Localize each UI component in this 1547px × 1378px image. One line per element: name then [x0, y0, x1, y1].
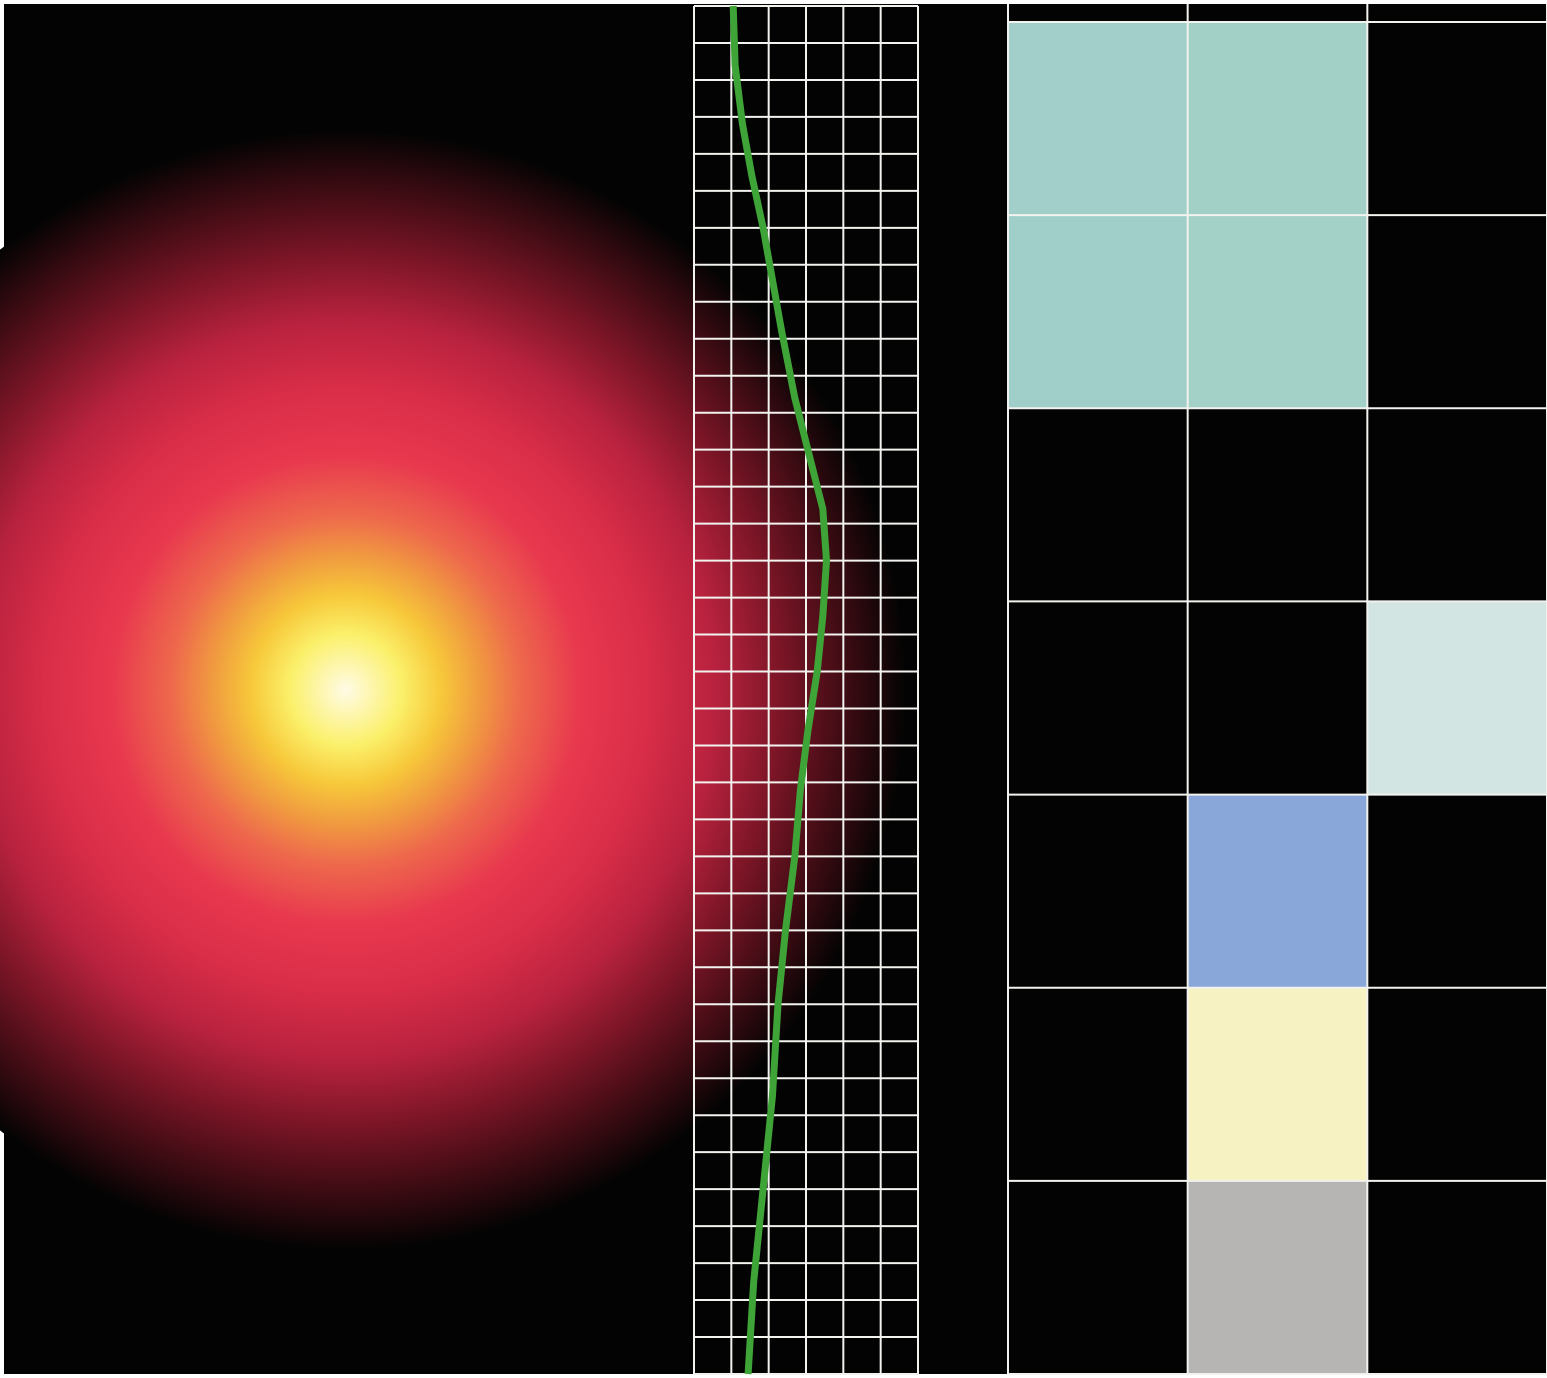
- mosaic-cell-r3-c2: [1367, 601, 1547, 795]
- mosaic-cell-r6-c1: [1187, 1180, 1368, 1374]
- mosaic-cell-r1-c0: [1008, 215, 1188, 409]
- mosaic-cell-r5-c1: [1187, 987, 1368, 1181]
- glowing-circle: [0, 130, 906, 1250]
- mosaic-cell-r0-c0: [1008, 22, 1188, 216]
- color-mosaic-grid: [1007, 4, 1547, 1375]
- trace-grid: [693, 5, 919, 1375]
- mosaic-cell-r4-c1: [1187, 794, 1368, 988]
- mosaic-cell-r1-c1: [1187, 215, 1368, 409]
- mosaic-cell-r0-c1: [1187, 22, 1368, 216]
- green-trace-line: [729, 5, 830, 1375]
